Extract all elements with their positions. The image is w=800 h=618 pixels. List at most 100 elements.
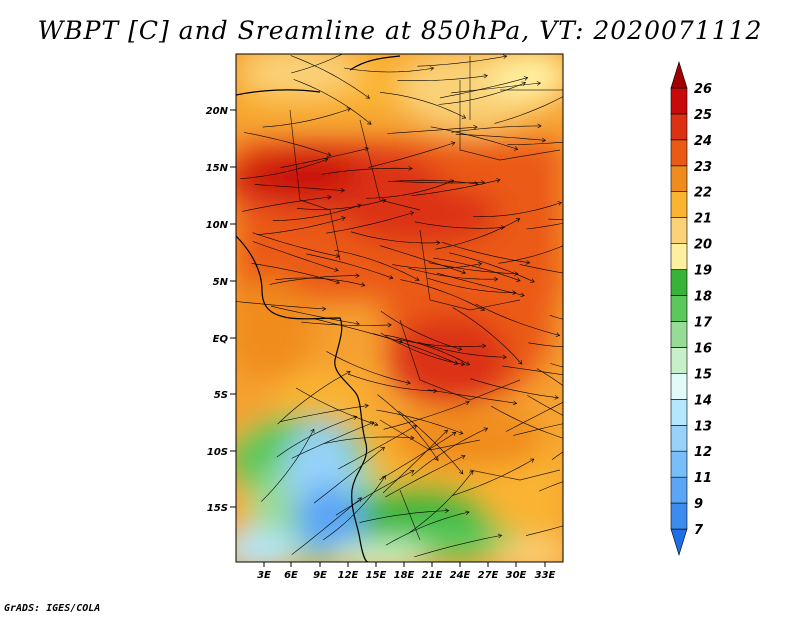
colorbar-label: 12 (694, 445, 712, 460)
streamline-arrow (477, 261, 483, 267)
streamline (408, 267, 498, 280)
streamline-arrow (461, 114, 467, 119)
streamline (427, 277, 516, 293)
colorbar-segment (670, 528, 688, 557)
streamline-arrow (621, 463, 625, 467)
lat-label: 10N (206, 220, 229, 231)
streamline (380, 310, 462, 350)
streamline (470, 378, 559, 399)
streamline-arrow (530, 278, 535, 283)
streamline (293, 79, 372, 125)
streamline (414, 535, 502, 558)
streamline (291, 421, 375, 459)
streamline (379, 92, 466, 119)
streamline (262, 108, 351, 128)
streamline (301, 321, 392, 326)
streamline-arrow (436, 240, 441, 246)
streamline (502, 365, 563, 376)
streamline (398, 410, 464, 475)
streamline (324, 436, 414, 444)
streamline (449, 252, 535, 283)
streamline-arrow (570, 439, 574, 443)
colorbar-segment (670, 191, 688, 218)
streamline-arrow (434, 456, 439, 461)
streamline-arrow (352, 415, 358, 420)
streamline (326, 212, 414, 234)
streamline (236, 301, 326, 310)
lon-label: 27E (478, 570, 499, 581)
streamline (270, 305, 360, 325)
streamline-arrow (483, 427, 489, 432)
streamline (252, 232, 340, 257)
streamline-arrow (536, 81, 541, 86)
streamline-arrow (412, 424, 418, 429)
streamline-arrow (373, 421, 379, 427)
streamline (528, 342, 563, 348)
streamline (277, 371, 351, 425)
streamline (433, 257, 521, 282)
streamline-arrow (460, 454, 466, 460)
streamline (430, 126, 518, 150)
streamline (451, 125, 542, 133)
colorbar-label: 17 (694, 315, 713, 330)
streamline-arrow (513, 146, 519, 151)
streamline-arrow (414, 276, 420, 281)
streamline (526, 222, 563, 230)
colorbar-segment (670, 450, 688, 478)
coastline (236, 55, 401, 562)
colorbar-label: 25 (694, 108, 712, 123)
streamline (519, 264, 563, 274)
streamline-arrow (310, 428, 315, 434)
streamline (379, 432, 456, 481)
colorbar-label: 20 (694, 238, 712, 253)
streamline (240, 158, 329, 179)
streamline (291, 54, 343, 74)
streamline (394, 181, 485, 184)
streamline (387, 179, 478, 185)
streamline-arrow (409, 469, 415, 475)
lat-label: 5S (214, 390, 228, 401)
colorbar-segment (670, 321, 688, 348)
streamline (242, 196, 332, 212)
streamline-arrow (603, 434, 607, 438)
longitude-axis: 3E 6E 9E 12E 15E 18E 21E 24E 27E 30E 33E (257, 562, 556, 581)
streamline-arrow (364, 146, 369, 152)
streamline (507, 141, 563, 145)
lat-label: 5N (213, 277, 229, 288)
streamline (252, 241, 339, 271)
streamline-arrow (322, 306, 327, 312)
streamline (335, 470, 415, 516)
streamline-arrow (458, 430, 464, 435)
streamline-arrow (355, 321, 360, 326)
latitude-axis: 20N 15N 10N 5N EQ 5S 10S 15S (206, 106, 236, 514)
streamline-arrow (465, 400, 470, 405)
streamline-arrow (554, 395, 559, 400)
colorbar-segment (670, 217, 688, 244)
streamline (306, 253, 393, 279)
lon-label: 3E (257, 570, 271, 581)
streamline-arrow (364, 403, 369, 409)
streamline (538, 481, 563, 492)
streamline-arrow (381, 475, 386, 480)
lat-label: 15S (207, 503, 228, 514)
streamline-arrow (582, 390, 586, 394)
streamline-arrow (429, 66, 435, 71)
colorbar-segment (670, 165, 688, 193)
streamline (392, 263, 482, 269)
streamline (295, 387, 378, 426)
lon-label: 33E (535, 570, 556, 581)
colorbar-label: 16 (694, 341, 712, 356)
streamlines (236, 54, 625, 558)
streamline-arrow (500, 225, 505, 230)
streamline-arrow (365, 94, 370, 99)
streamline (411, 427, 488, 477)
streamline (344, 67, 434, 73)
streamline (387, 126, 478, 134)
streamline-arrow (380, 446, 385, 452)
colorbar-segment (670, 139, 688, 167)
streamline-arrow (610, 209, 614, 213)
colorbar-segment (670, 113, 688, 141)
streamline-arrow (512, 290, 517, 295)
colorbar-segment (670, 243, 688, 270)
streamline-arrow (516, 277, 521, 282)
